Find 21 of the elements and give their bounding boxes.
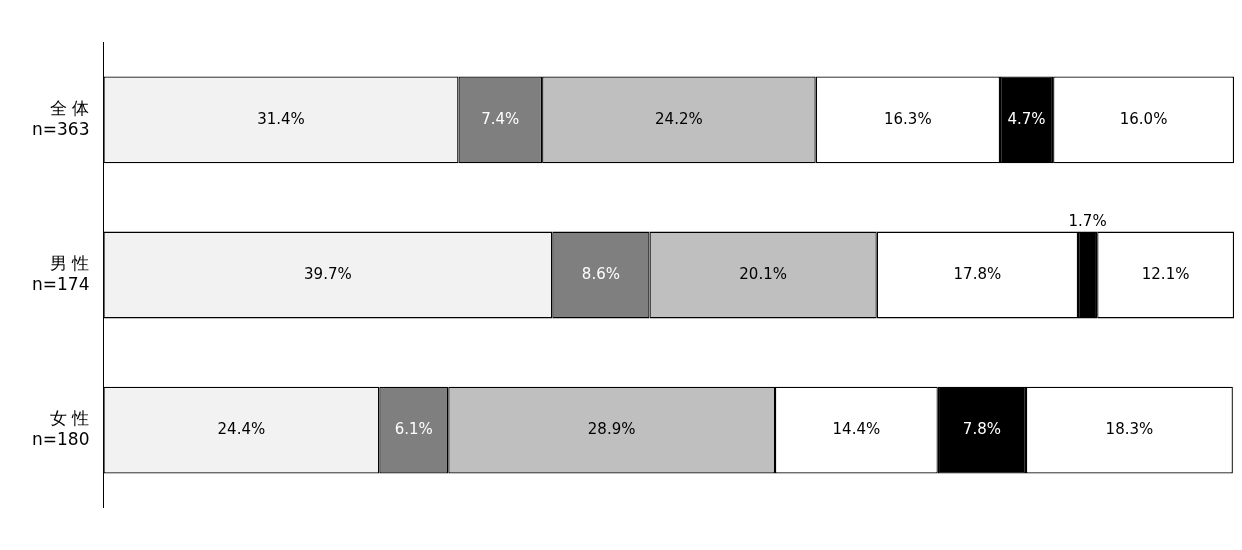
data-label: 20.1% [739,264,787,283]
data-label: 8.6% [581,264,620,283]
data-label: 16.3% [884,109,932,128]
y-tick-label: 女 性 n=180 [32,408,90,449]
y-tick-label: 全 体 n=363 [32,98,90,139]
data-label: 7.4% [481,109,520,128]
data-label: 7.8% [962,419,1001,438]
data-label: 1.7% [1068,211,1107,230]
data-label: 24.4% [217,419,266,438]
data-label: 6.1% [394,419,433,438]
data-label: 31.4% [257,109,305,128]
data-label: 16.0% [1119,109,1168,128]
data-label: 4.7% [1007,109,1046,128]
y-tick-label: 男 性 n=174 [32,253,90,294]
data-label: 12.1% [1141,264,1190,283]
data-label: 14.4% [832,419,881,438]
data-label: 17.8% [953,264,1002,283]
data-label: 24.2% [655,109,703,128]
data-label: 18.3% [1105,419,1154,438]
data-label: 28.9% [587,419,636,438]
data-label: 39.7% [304,264,352,283]
